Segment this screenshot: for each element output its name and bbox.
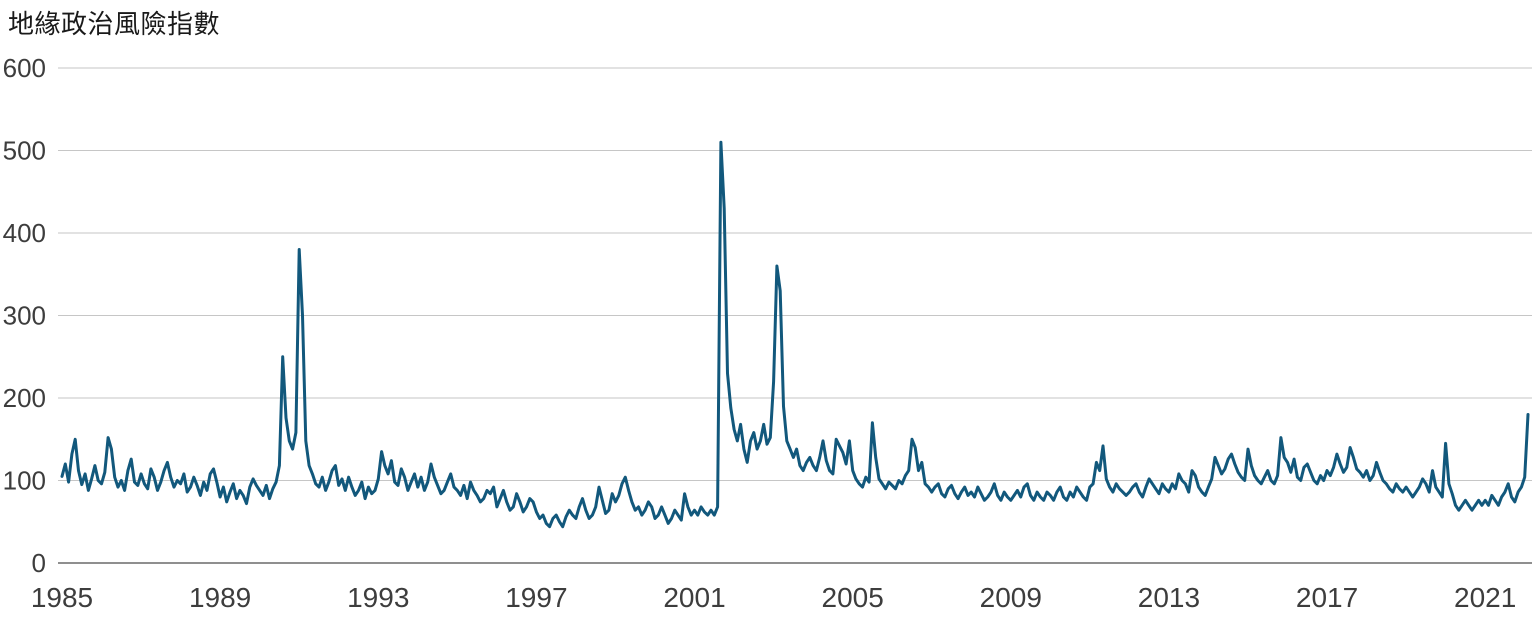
- x-axis-tick-label: 1985: [31, 582, 93, 613]
- y-axis-tick-label: 100: [3, 466, 46, 496]
- y-axis-tick-label: 200: [3, 383, 46, 413]
- x-axis-tick-label: 1989: [189, 582, 251, 613]
- x-axis-tick-label: 2005: [822, 582, 884, 613]
- x-axis-tick-label: 1993: [347, 582, 409, 613]
- y-axis-tick-label: 300: [3, 301, 46, 331]
- x-axis-tick-label: 2009: [980, 582, 1042, 613]
- chart-title: 地緣政治風險指數: [8, 9, 221, 39]
- x-axis-tick-label: 2013: [1138, 582, 1200, 613]
- y-axis-tick-label: 400: [3, 218, 46, 248]
- x-axis-tick-label: 1997: [505, 582, 567, 613]
- y-axis-tick-label: 500: [3, 136, 46, 166]
- x-axis-tick-label: 2001: [663, 582, 725, 613]
- gpr-index-line: [60, 140, 1530, 529]
- y-axis-tick-label: 0: [32, 548, 46, 578]
- x-axis-tick-label: 2021: [1454, 582, 1516, 613]
- y-axis-tick-label: 600: [3, 53, 46, 83]
- x-axis-tick-label: 2017: [1296, 582, 1358, 613]
